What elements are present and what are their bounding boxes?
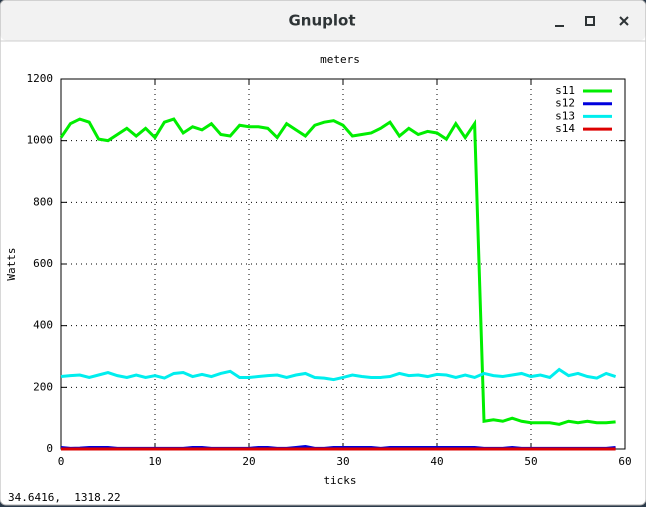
chart-title: meters bbox=[320, 53, 360, 66]
y-tick-label: 800 bbox=[33, 195, 53, 208]
x-tick-label: 10 bbox=[148, 455, 161, 468]
x-tick-label: 50 bbox=[524, 455, 537, 468]
x-axis-label: ticks bbox=[323, 474, 356, 487]
y-tick-label: 0 bbox=[46, 442, 53, 455]
series-line bbox=[59, 117, 616, 426]
y-tick-label: 1200 bbox=[27, 72, 54, 85]
legend-label: s14 bbox=[555, 122, 575, 135]
window-title: Gnuplot bbox=[288, 12, 355, 30]
legend-label: s13 bbox=[555, 109, 575, 122]
maximize-button[interactable] bbox=[585, 16, 595, 26]
x-tick-label: 20 bbox=[242, 455, 255, 468]
x-tick-label: 30 bbox=[336, 455, 349, 468]
status-text: 34.6416, 1318.22 bbox=[8, 491, 121, 504]
legend-label: s11 bbox=[555, 84, 575, 97]
close-button[interactable] bbox=[619, 16, 629, 26]
y-tick-label: 600 bbox=[33, 257, 53, 270]
y-tick-label: 200 bbox=[33, 380, 53, 393]
x-tick-label: 0 bbox=[58, 455, 65, 468]
y-tick-label: 400 bbox=[33, 319, 53, 332]
legend-label: s12 bbox=[555, 97, 575, 110]
y-tick-label: 1000 bbox=[27, 134, 54, 147]
x-tick-label: 40 bbox=[430, 455, 443, 468]
series-line bbox=[60, 367, 617, 382]
title-bar bbox=[0, 0, 646, 41]
x-tick-label: 60 bbox=[618, 455, 631, 468]
y-axis-label: Watts bbox=[5, 247, 18, 280]
